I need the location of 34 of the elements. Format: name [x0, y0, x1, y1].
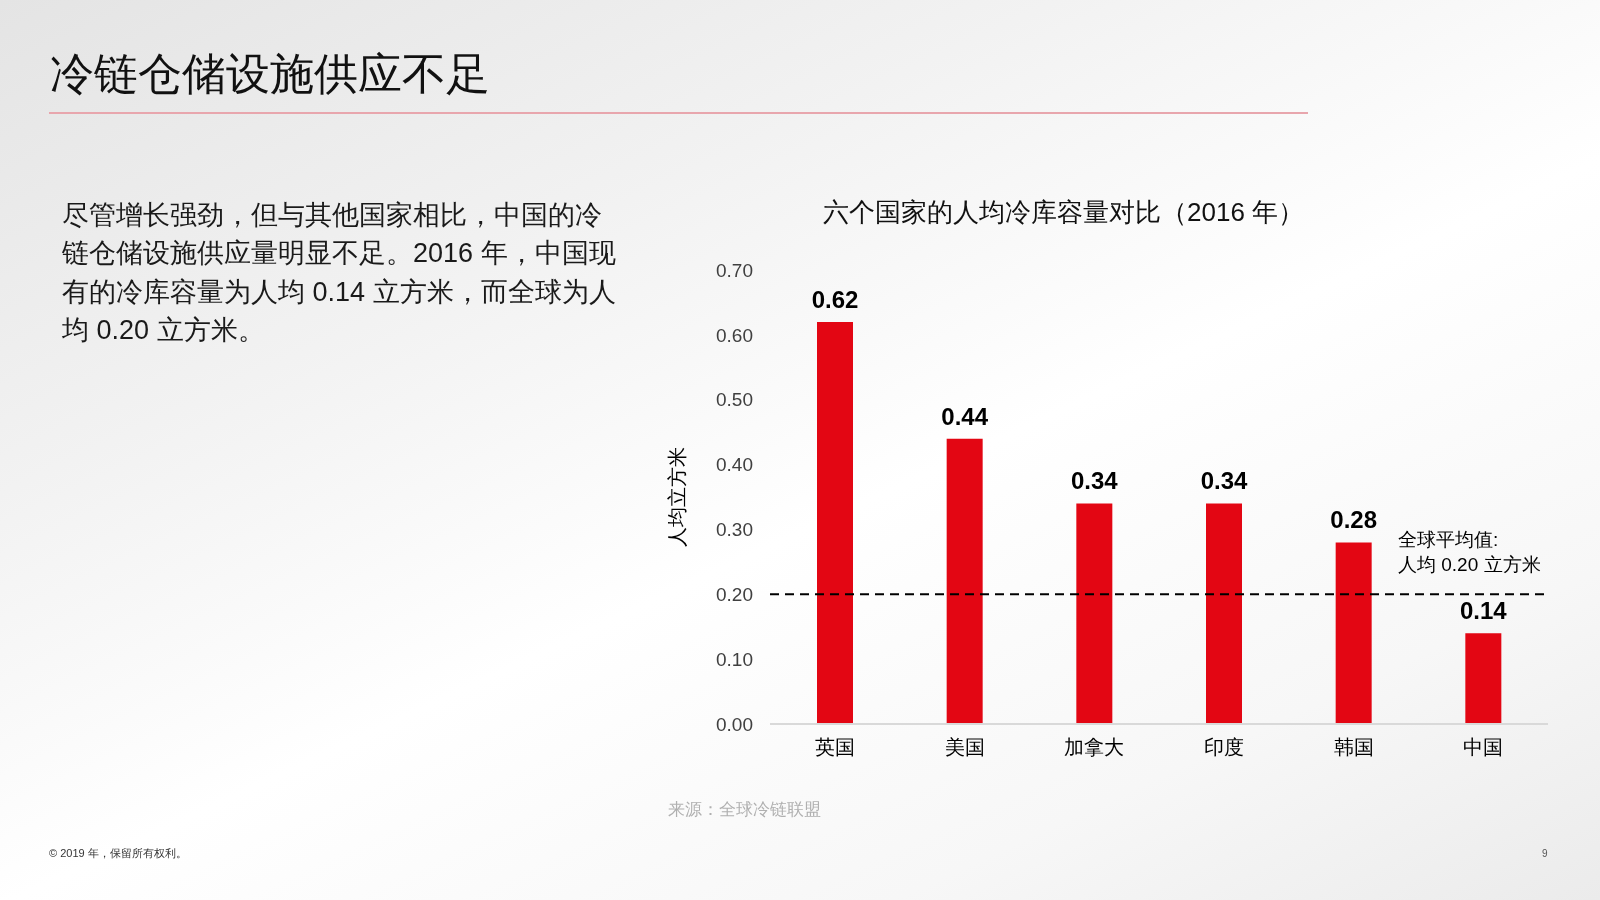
y-axis-title: 人均立方米: [666, 447, 689, 547]
chart-subtitle: 六个国家的人均冷库容量对比（2016 年）: [823, 196, 1305, 228]
x-tick-label: 中国: [1463, 736, 1504, 759]
y-tick-label: 0.50: [716, 389, 753, 411]
y-tick-label: 0.60: [716, 324, 753, 346]
data-label: 0.44: [941, 402, 989, 430]
data-label: 0.34: [1200, 467, 1248, 495]
text: 9: [1542, 848, 1548, 859]
y-tick-label: 0.30: [716, 519, 753, 541]
data-label: 0.34: [1070, 467, 1119, 495]
text: 尽管增长强劲，但与其他国家相比，中国的冷链仓储设施供应量明显不足。2016 年，中国现有的冷库容量为人均 0.14 立方米，而全球为人均 0.20 立方米。: [62, 199, 617, 347]
x-tick-label: 加拿大: [1064, 736, 1125, 759]
ref-line-label: 全球平均值: 人均 0.20 立方米: [1398, 529, 1541, 576]
bar: [1465, 633, 1502, 724]
text: 冷链仓储设施供应不足: [50, 48, 490, 100]
bar: [1335, 542, 1372, 724]
x-tick-label: 英国: [814, 736, 855, 759]
text: © 2019 年，保留所有权利。: [49, 846, 187, 861]
x-tick-label: 韩国: [1333, 736, 1374, 759]
data-label: 0.28: [1330, 506, 1378, 534]
data-label: 0.62: [811, 285, 859, 313]
bar: [1206, 503, 1242, 724]
bar: [817, 321, 853, 724]
data-label: 0.14: [1459, 597, 1508, 625]
y-tick-label: 0.40: [716, 454, 753, 476]
y-tick-label: 0.00: [716, 713, 753, 735]
y-tick-label: 0.20: [716, 584, 753, 606]
x-tick-label: 美国: [944, 736, 985, 759]
y-tick-label: 0.10: [716, 648, 753, 670]
bar: [1076, 503, 1113, 724]
bar: [946, 438, 983, 724]
y-tick-label: 0.70: [716, 259, 753, 281]
source-note: 来源：全球冷链联盟: [668, 799, 821, 821]
x-tick-label: 印度: [1203, 736, 1244, 759]
